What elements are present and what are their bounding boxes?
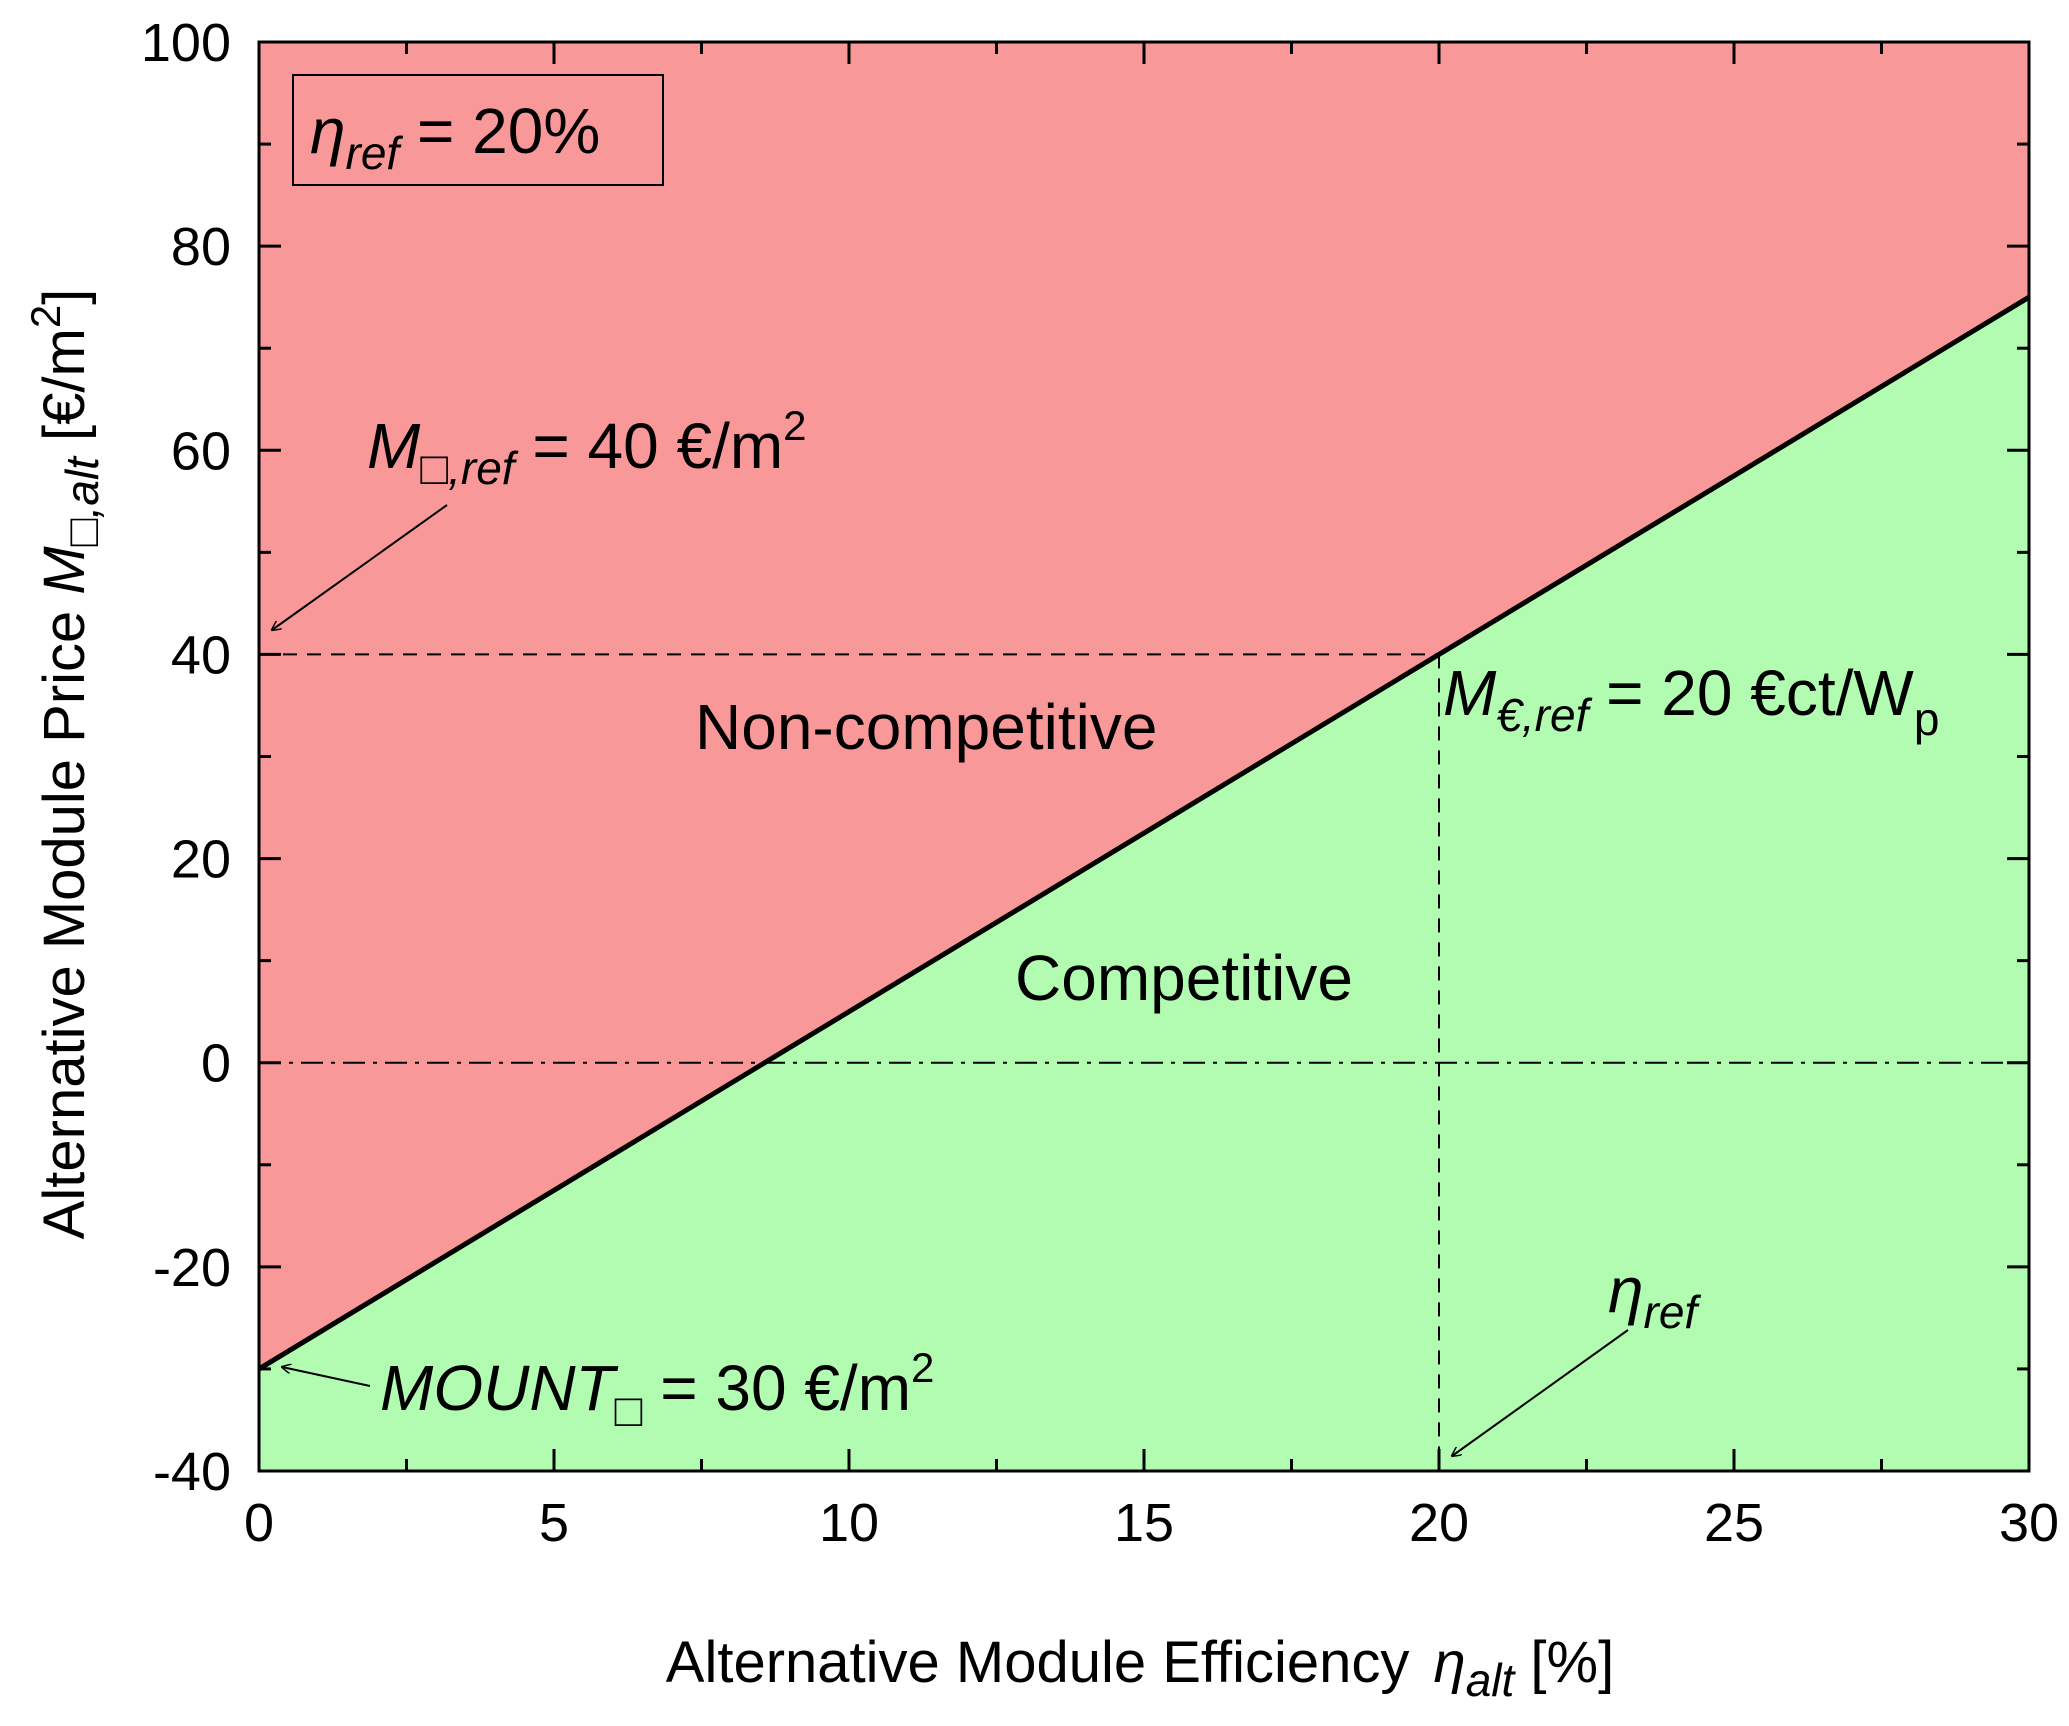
eta-ref-arrow [1452,1329,1629,1456]
x-tick-label: 0 [244,1493,274,1553]
x-tick-label: 25 [1704,1493,1764,1553]
module-price-ref-arrow [272,504,448,630]
y-axis-label: Alternative Module Price M□,alt [€/m2] [22,289,108,1240]
eta-ref-arrow-label: ηref [1608,1254,1701,1338]
plot-area [257,40,2031,1473]
module-price-ref-annotation: M□,ref = 40 €/m2 [367,402,807,494]
x-tick-label: 20 [1409,1493,1469,1553]
mount-annotation: MOUNT□ = 30 €/m2 [380,1344,934,1436]
non-competitive-label: Non-competitive [695,691,1157,763]
x-tick-label: 10 [819,1493,879,1553]
y-tick-label: 80 [171,217,231,277]
y-tick-label: 60 [171,421,231,481]
axis-ticks [257,40,2031,1473]
specific-price-ref-annotation: M€,ref = 20 €ct/Wp [1443,657,1939,745]
eta-ref-box [292,74,664,186]
x-tick-label: 5 [539,1493,569,1553]
y-tick-label: 20 [171,830,231,890]
x-tick-label: 30 [1999,1493,2059,1553]
competitive-region [259,297,2029,1471]
non-competitive-region [259,42,2029,1369]
competitive-label: Competitive [1015,942,1353,1014]
y-tick-label: 40 [171,625,231,685]
break-even-line [257,295,2031,1372]
y-tick-label: -40 [153,1442,231,1502]
y-tick-labels: -40 -20 0 20 40 60 80 100 [141,13,231,1502]
x-axis-label: Alternative Module Efficiency ηalt [%] [666,1630,1614,1706]
mount-arrow [282,1367,371,1387]
y-tick-label: 100 [141,13,231,73]
x-tick-labels: 0 5 10 15 20 25 30 [244,1493,2059,1553]
y-tick-label: -20 [153,1238,231,1298]
eta-ref-annotation: ηref = 20% [310,95,600,179]
x-tick-label: 15 [1114,1493,1174,1553]
y-tick-label: 0 [201,1034,231,1094]
